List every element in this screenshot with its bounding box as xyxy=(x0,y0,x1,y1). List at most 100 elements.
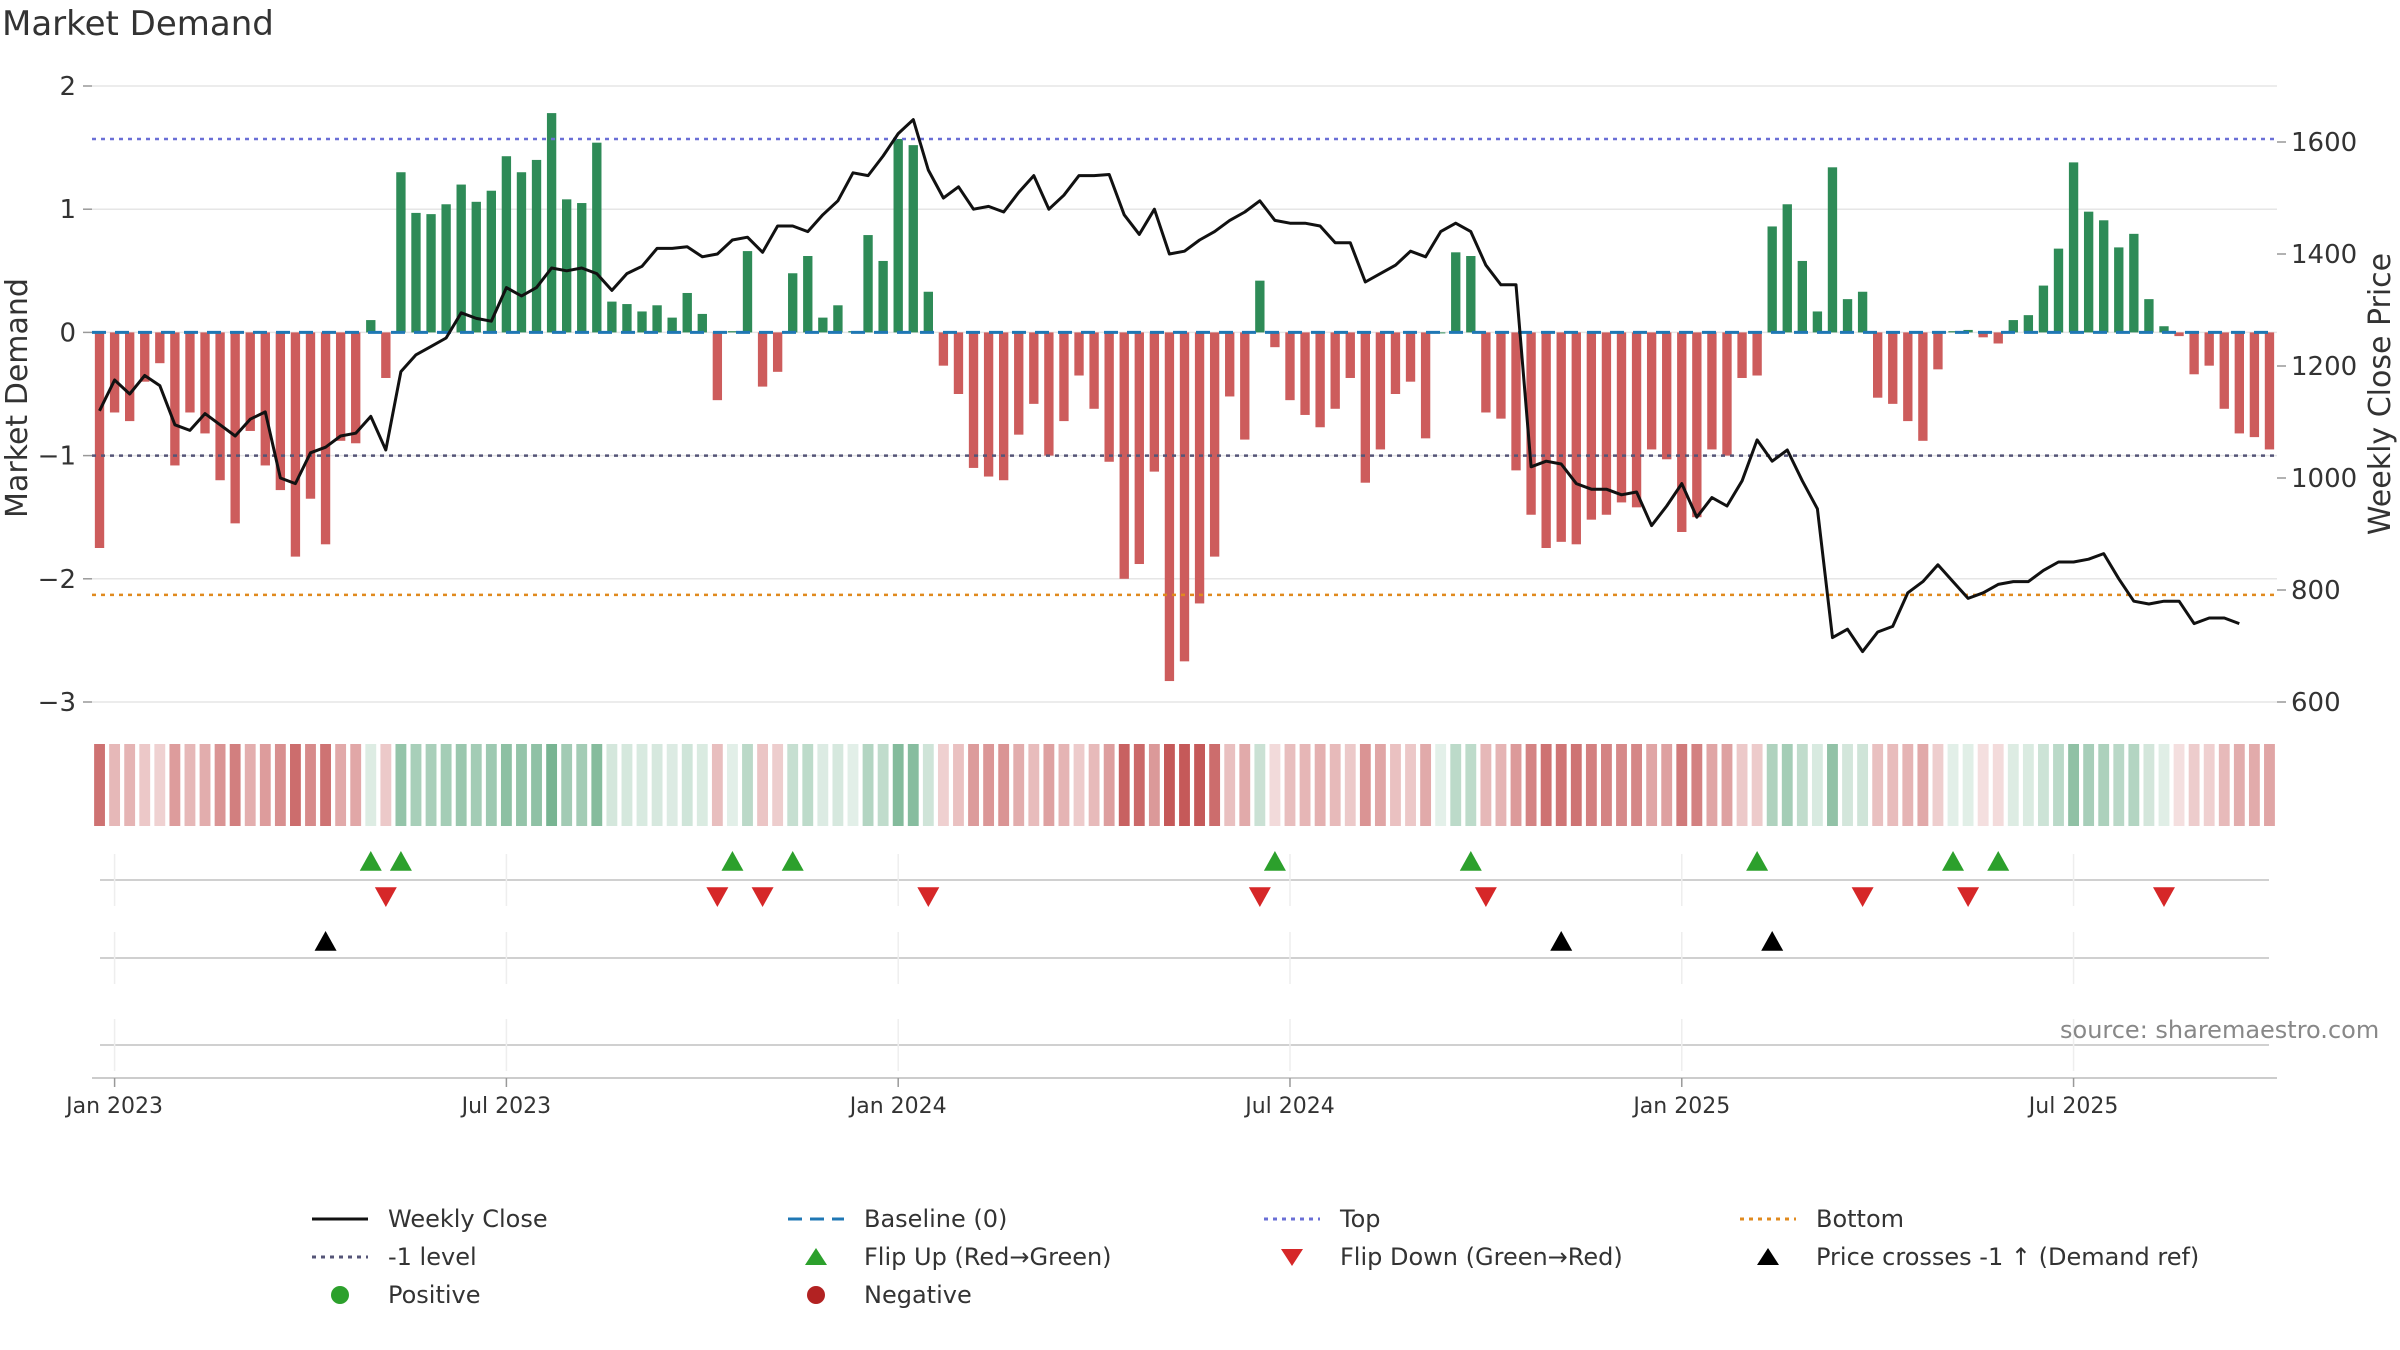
heat-strip-cell xyxy=(1073,744,1085,826)
demand-bar xyxy=(1209,332,1220,557)
demand-bar xyxy=(1556,332,1566,542)
heat-strip-cell xyxy=(1390,744,1401,826)
x-tick-label: Jul 2024 xyxy=(1243,1094,1335,1119)
legend-label-flip-down: Flip Down (Green→Red) xyxy=(1340,1243,1623,1271)
y2-tick-label: 600 xyxy=(2291,688,2341,718)
demand-bar xyxy=(546,113,557,333)
demand-bar xyxy=(1827,167,1838,333)
demand-bar xyxy=(1978,332,1988,338)
heat-strip-cell xyxy=(470,744,482,826)
heat-strip-cell xyxy=(546,744,558,826)
heat-strip-cell xyxy=(1736,744,1748,826)
heat-strip-cell xyxy=(892,744,904,826)
legend: Weekly Close Baseline (0) Top Bottom -1 … xyxy=(300,1202,2250,1322)
demand-bar xyxy=(1270,332,1280,348)
legend-label-negative: Negative xyxy=(864,1281,972,1309)
heat-strip-cell xyxy=(937,744,949,826)
heat-strip-cell xyxy=(983,744,995,826)
heat-strip-cell xyxy=(320,744,331,826)
demand-bar xyxy=(109,332,120,413)
demand-bar xyxy=(622,304,632,333)
heat-strip-cell xyxy=(666,744,678,826)
heat-strip-cell xyxy=(1148,744,1160,826)
demand-bar xyxy=(1511,332,1521,471)
heat-strip-cell xyxy=(1344,744,1356,826)
heat-strip-cell xyxy=(1540,744,1552,826)
heat-strip-cell xyxy=(847,744,859,826)
demand-bar xyxy=(200,332,210,434)
heat-strip-cell xyxy=(1194,744,1205,826)
heat-strip-cell xyxy=(1811,744,1823,826)
demand-bar xyxy=(1677,332,1687,532)
demand-bar xyxy=(1119,332,1129,579)
heat-strip-cell xyxy=(244,744,256,826)
heat-strip-cell xyxy=(2022,744,2034,826)
heat-strip-cell xyxy=(531,744,542,826)
demand-bar xyxy=(1541,332,1551,548)
legend-label-close: Weekly Close xyxy=(388,1205,548,1233)
triangle-up-black-icon xyxy=(1757,1248,1779,1265)
demand-bar xyxy=(230,332,240,524)
legend-swatch-close xyxy=(312,1217,368,1221)
demand-bar xyxy=(1616,332,1627,503)
demand-bar xyxy=(320,332,331,545)
demand-bar xyxy=(441,204,451,333)
heat-strip-cell xyxy=(500,744,512,826)
legend-item-bottom: Bottom xyxy=(1738,1202,1904,1236)
heat-strip-cell xyxy=(2233,744,2245,826)
heat-strip-cell xyxy=(1962,744,1974,826)
demand-bar xyxy=(1993,332,2003,344)
heat-strip-cell xyxy=(1058,744,1070,826)
demand-bar xyxy=(2008,320,2018,333)
heat-strip-cell xyxy=(1088,744,1100,826)
demand-bar xyxy=(2099,220,2109,333)
demand-bar xyxy=(1255,280,1265,333)
heat-strip-cell xyxy=(1495,744,1507,826)
heat-strip-cell xyxy=(2158,744,2170,826)
legend-item-flip-up: Flip Up (Red→Green) xyxy=(786,1240,1112,1274)
heat-strip-cell xyxy=(1525,744,1537,826)
heat-strip-cell xyxy=(2173,744,2185,826)
heat-strip-cell xyxy=(1420,744,1432,826)
demand-bar xyxy=(2068,162,2079,333)
demand-bar xyxy=(1194,332,1205,604)
legend-item-baseline: Baseline (0) xyxy=(786,1202,1007,1236)
heat-strip-cell xyxy=(2038,744,2049,826)
heat-strip-cell xyxy=(1224,744,1236,826)
x-tick-label: Jul 2025 xyxy=(2027,1094,2119,1119)
demand-bar xyxy=(1300,332,1310,415)
demand-bar xyxy=(637,311,647,333)
heat-strip-cell xyxy=(214,744,226,826)
y-tick-label: 0 xyxy=(59,318,76,348)
heat-strip-cell xyxy=(2264,744,2275,826)
demand-bar xyxy=(1903,332,1913,422)
flip-down-marker xyxy=(374,887,397,907)
heat-strip-cell xyxy=(2007,744,2019,826)
flip-down-marker xyxy=(917,887,940,907)
demand-bar xyxy=(833,305,843,333)
heat-strip-cell xyxy=(2218,744,2230,826)
heat-strip-cell xyxy=(1917,744,1929,826)
demand-bar xyxy=(381,332,391,378)
demand-bar xyxy=(1526,332,1536,515)
flip-up-marker xyxy=(1987,851,2010,871)
demand-bar xyxy=(275,332,286,491)
chart-title: Market Demand xyxy=(2,4,274,44)
heat-strip-cell xyxy=(2098,744,2110,826)
heat-strip-cell xyxy=(1676,744,1688,826)
demand-bar xyxy=(140,332,150,382)
flip-down-marker xyxy=(1851,887,1874,907)
heat-strip-cell xyxy=(290,744,301,826)
x-tick-label: Jul 2023 xyxy=(460,1094,552,1119)
flip-up-marker xyxy=(1459,851,1482,871)
flip-up-marker xyxy=(721,851,744,871)
heat-strip-cell xyxy=(350,744,362,826)
demand-bar xyxy=(1496,332,1506,419)
flip-down-marker xyxy=(1957,887,1980,907)
heat-strip-cell xyxy=(1721,744,1733,826)
demand-bar xyxy=(592,142,602,333)
heat-strip-cell xyxy=(1751,744,1763,826)
heat-strip-cell xyxy=(139,744,151,826)
legend-item-cross: Price crosses -1 ↑ (Demand ref) xyxy=(1738,1240,2199,1274)
